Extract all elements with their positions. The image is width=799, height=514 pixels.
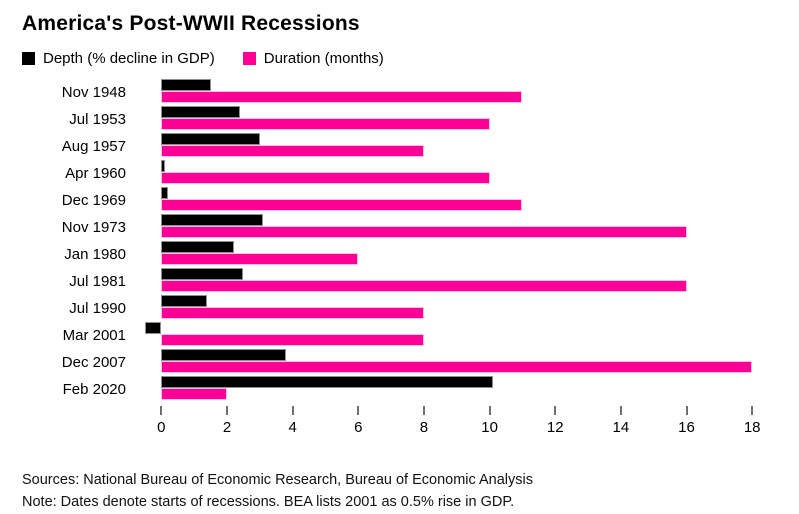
bar-track — [140, 160, 785, 187]
depth-bar — [161, 133, 260, 145]
depth-bar — [161, 79, 211, 91]
duration-bar — [161, 388, 227, 400]
duration-bar — [161, 253, 359, 265]
duration-bar — [161, 226, 687, 238]
axis-tick-label: 8 — [419, 419, 429, 436]
axis-tick — [554, 406, 557, 415]
axis-tick-label: 18 — [743, 419, 761, 436]
depth-legend-label: Depth (% decline in GDP) — [43, 50, 215, 67]
note-line: Note: Dates denote starts of recessions.… — [22, 493, 515, 510]
depth-bar — [144, 322, 162, 334]
chart-row: Nov 1948 — [22, 79, 785, 106]
bar-chart: Nov 1948 Jul 1953 Aug 1957 Apr 1960 Dec 1969… — [22, 79, 785, 440]
chart-row: Nov 1973 — [22, 214, 785, 241]
duration-bar — [161, 199, 523, 211]
duration-legend-label: Duration (months) — [263, 50, 384, 67]
axis-tick-label: 0 — [157, 419, 166, 436]
category-label: Dec 2007 — [61, 354, 126, 371]
axis-tick — [422, 406, 425, 415]
depth-legend-swatch — [22, 52, 35, 65]
depth-bar — [161, 214, 264, 226]
axis-tick-label: 10 — [481, 419, 498, 436]
bar-track — [140, 349, 785, 376]
duration-bar — [161, 361, 753, 373]
depth-bar — [161, 241, 234, 253]
axis-tick — [488, 406, 491, 415]
chart-title: America's Post-WWII Recessions — [22, 12, 360, 35]
axis-tick-label: 4 — [288, 419, 297, 436]
axis-tick-label: 6 — [354, 419, 363, 436]
axis-tick — [619, 406, 622, 415]
bar-track — [140, 106, 785, 133]
chart-row: Dec 1969 — [22, 187, 785, 214]
duration-bar — [161, 280, 687, 292]
bar-track — [140, 268, 785, 295]
category-label: Jul 1981 — [69, 273, 126, 290]
axis-tick-label: 14 — [612, 419, 630, 436]
axis-tick-label: 12 — [546, 419, 564, 436]
chart-row: Jan 1980 — [22, 241, 785, 268]
category-label: Aug 1957 — [61, 138, 126, 155]
chart-rows: Nov 1948 Jul 1953 Aug 1957 Apr 1960 Dec 1969… — [22, 79, 785, 403]
bar-track — [140, 322, 785, 349]
bar-track — [140, 79, 785, 106]
legend-item-duration: Duration (months) — [242, 50, 384, 67]
category-label: Jan 1980 — [64, 246, 126, 263]
depth-bar — [161, 295, 208, 307]
bar-track — [140, 376, 785, 403]
depth-bar — [161, 106, 241, 118]
duration-bar — [161, 91, 523, 103]
axis-tick — [160, 406, 163, 415]
bar-track — [140, 187, 785, 214]
chart-row: Aug 1957 — [22, 133, 785, 160]
duration-bar — [161, 334, 424, 346]
chart-row: Mar 2001 — [22, 322, 785, 349]
bar-track — [140, 241, 785, 268]
duration-bar — [161, 307, 424, 319]
bar-track — [140, 133, 785, 160]
axis-tick — [685, 406, 688, 415]
bar-track — [140, 295, 785, 322]
duration-legend-swatch — [242, 52, 256, 65]
legend-item-depth: Depth (% decline in GDP) — [22, 50, 215, 67]
x-axis: 0 2 4 6 8 10 12 14 16 18 — [140, 406, 785, 440]
category-label: Mar 2001 — [62, 327, 126, 344]
axis-tick — [291, 406, 294, 415]
legend: Depth (% decline in GDP) Duration (month… — [22, 50, 785, 67]
category-label: Dec 1969 — [61, 192, 126, 209]
axis-tick — [751, 406, 754, 415]
chart-row: Jul 1953 — [22, 106, 785, 133]
axis-tick — [225, 406, 228, 415]
chart-row: Feb 2020 — [22, 376, 785, 403]
depth-bar — [161, 376, 493, 388]
sources-line: Sources: National Bureau of Economic Res… — [22, 472, 533, 488]
chart-footer: Sources: National Bureau of Economic Res… — [22, 470, 785, 514]
category-label: Jul 1990 — [69, 300, 126, 317]
category-label: Apr 1960 — [65, 165, 126, 182]
depth-bar — [161, 349, 287, 361]
chart-row: Dec 2007 — [22, 349, 785, 376]
category-label: Nov 1948 — [61, 84, 126, 101]
axis-tick-label: 16 — [678, 419, 695, 436]
depth-bar — [161, 160, 165, 172]
duration-bar — [161, 145, 424, 157]
duration-bar — [161, 172, 490, 184]
category-label: Feb 2020 — [62, 381, 126, 398]
chart-row: Apr 1960 — [22, 160, 785, 187]
bar-track — [140, 214, 785, 241]
axis-tick-label: 2 — [222, 419, 232, 436]
depth-bar — [161, 268, 244, 280]
axis-tick — [357, 406, 360, 415]
duration-bar — [161, 118, 490, 130]
category-label: Nov 1973 — [61, 219, 126, 236]
category-label: Jul 1953 — [69, 111, 126, 128]
chart-row: Jul 1990 — [22, 295, 785, 322]
chart-row: Jul 1981 — [22, 268, 785, 295]
depth-bar — [161, 187, 168, 199]
